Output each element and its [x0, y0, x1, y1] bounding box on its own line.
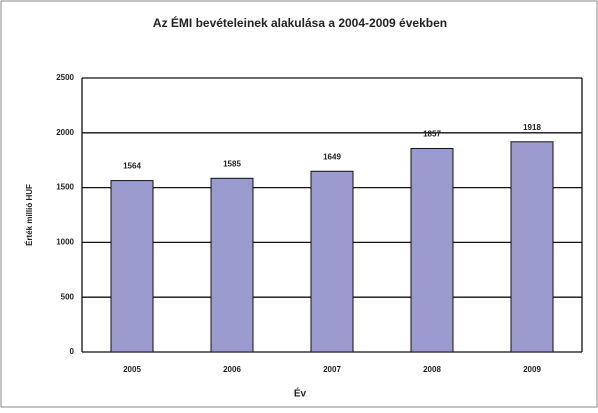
y-axis-label: Érték millió HUF — [25, 184, 34, 246]
data-label: 1649 — [323, 152, 341, 161]
data-label: 1564 — [123, 162, 141, 171]
bar — [310, 170, 354, 353]
chart-title: Az ÉMI bevételeinek alakulása a 2004-200… — [153, 15, 447, 30]
y-tick-label: 1500 — [56, 183, 74, 192]
bar — [410, 147, 454, 353]
x-tick-label: 2008 — [423, 365, 441, 374]
y-tick-label: 1000 — [56, 238, 74, 247]
data-label: 1918 — [523, 123, 541, 132]
x-tick-label: 2006 — [223, 365, 241, 374]
y-tick-label: 500 — [61, 292, 75, 301]
x-tick-label: 2007 — [323, 365, 341, 374]
bar — [110, 180, 154, 353]
data-label: 1585 — [223, 159, 241, 168]
x-tick-label: 2005 — [123, 365, 141, 374]
data-label: 1857 — [423, 130, 441, 139]
x-axis-label: Év — [294, 387, 307, 400]
bar — [210, 177, 254, 353]
bar — [510, 141, 554, 353]
y-tick-label: 0 — [70, 347, 75, 356]
y-tick-label: 2000 — [56, 128, 74, 137]
y-tick-label: 2500 — [56, 73, 74, 82]
x-tick-label: 2009 — [523, 365, 541, 374]
